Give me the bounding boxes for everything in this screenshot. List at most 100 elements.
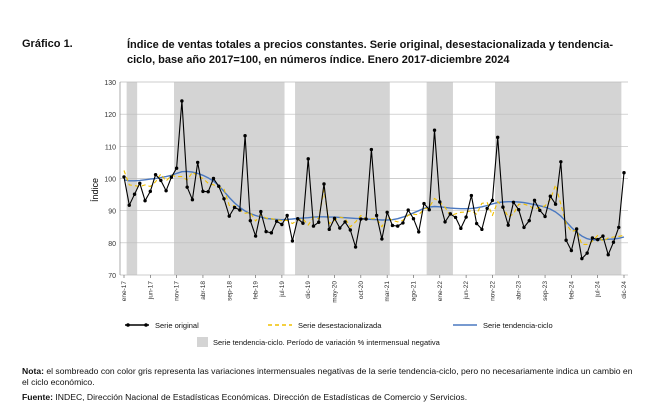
figure-label: Gráfico 1. — [22, 38, 73, 50]
x-tick-label-4: sep-18 — [226, 281, 233, 301]
legend-shade-swatch — [197, 337, 208, 347]
legend-label-1: Serie desestacionalizada — [298, 321, 382, 330]
series-point-19 — [222, 197, 226, 201]
series-point-22 — [238, 208, 242, 212]
series-point-57 — [422, 201, 426, 206]
series-point-58 — [427, 208, 431, 212]
figure-title: Índice de ventas totales a precios const… — [127, 39, 614, 66]
series-point-12 — [185, 185, 189, 189]
series-point-61 — [443, 220, 447, 224]
series-point-84 — [564, 238, 568, 242]
series-point-3 — [138, 181, 142, 186]
x-tick-label-0: ene-17 — [121, 281, 128, 302]
series-point-60 — [438, 200, 442, 204]
series-point-40 — [332, 216, 337, 221]
series-point-47 — [369, 147, 374, 152]
series-point-16 — [206, 189, 210, 194]
x-axis: ene-17 jun-17 nov-17 abr-18 sep-18 feb-19 jul-… — [121, 275, 628, 303]
series-point-36 — [311, 224, 316, 228]
series-point-93 — [611, 240, 616, 244]
series-point-73 — [506, 223, 510, 227]
series-point-51 — [390, 223, 395, 228]
series-point-28 — [269, 231, 274, 235]
y-tick-label-70: 70 — [108, 273, 116, 280]
series-point-11 — [180, 99, 184, 103]
y-axis-label: Índice — [90, 178, 100, 202]
series-point-56 — [417, 230, 421, 234]
series-point-65 — [464, 215, 468, 219]
series-point-78 — [532, 198, 537, 203]
source-label: Fuente: — [22, 392, 54, 402]
x-tick-label-14: nov-22 — [489, 281, 496, 301]
legend-shade-label: Serie tendencia-ciclo. Período de variac… — [213, 338, 441, 347]
y-tick-label-120: 120 — [104, 112, 116, 119]
x-tick-label-7: dic-19 — [305, 281, 312, 299]
series-point-95 — [622, 171, 626, 175]
x-tick-label-19: dic-24 — [621, 281, 628, 299]
x-tick-label-15: abr-23 — [516, 281, 523, 300]
series-point-33 — [295, 217, 300, 221]
series-point-86 — [574, 227, 579, 231]
series-point-20 — [227, 214, 231, 218]
x-tick-label-9: oct-20 — [358, 281, 365, 299]
series-point-43 — [348, 228, 353, 232]
series-point-91 — [601, 234, 605, 238]
series-point-39 — [327, 227, 331, 232]
series-point-75 — [517, 208, 521, 212]
series-point-46 — [364, 217, 368, 221]
legend-marker-start — [126, 323, 130, 327]
note-text: el sombreado con color gris representa l… — [22, 366, 633, 387]
legend-label-0: Serie original — [155, 321, 199, 330]
series-point-25 — [253, 234, 258, 238]
series-point-7 — [159, 178, 163, 183]
series-point-66 — [469, 193, 474, 198]
series-point-6 — [153, 172, 158, 177]
series-point-69 — [485, 206, 489, 211]
series-point-34 — [301, 221, 305, 225]
series-point-31 — [285, 213, 289, 218]
series-point-67 — [474, 221, 479, 226]
series-point-1 — [127, 203, 131, 207]
series-point-90 — [595, 237, 600, 242]
x-tick-label-16: sep-23 — [542, 281, 549, 301]
series-point-42 — [343, 220, 347, 224]
series-point-81 — [548, 194, 553, 198]
series-point-18 — [217, 184, 221, 188]
series-point-49 — [380, 237, 384, 241]
series-point-38 — [322, 182, 326, 186]
series-markers — [122, 99, 626, 261]
series-point-62 — [448, 212, 453, 216]
series-point-45 — [359, 217, 363, 221]
series-point-24 — [248, 218, 253, 223]
x-tick-label-3: abr-18 — [200, 281, 207, 300]
series-point-63 — [453, 215, 458, 220]
series-point-54 — [406, 208, 410, 212]
x-tick-label-13: jun-22 — [463, 281, 470, 300]
series-line-1 — [123, 170, 625, 245]
series-point-87 — [580, 256, 584, 261]
series-point-68 — [480, 227, 484, 232]
x-tick-label-10: mar-21 — [384, 281, 391, 302]
series-point-14 — [195, 160, 200, 165]
series-point-83 — [559, 160, 563, 164]
series-point-41 — [338, 226, 342, 230]
x-tick-label-12: ene-22 — [437, 281, 444, 302]
series-point-0 — [122, 175, 126, 179]
series-point-8 — [164, 189, 168, 193]
series-point-52 — [395, 224, 400, 228]
series-point-27 — [264, 229, 268, 234]
x-tick-label-8: may-20 — [332, 281, 339, 303]
series-point-82 — [553, 202, 558, 206]
legend-marker-end — [144, 323, 148, 327]
y-tick-label-100: 100 — [104, 177, 116, 184]
series-point-85 — [569, 248, 574, 253]
series-point-23 — [243, 134, 247, 138]
series-point-74 — [511, 200, 516, 205]
series-point-13 — [190, 198, 195, 202]
series-point-79 — [538, 208, 542, 213]
x-tick-label-17: feb-24 — [568, 281, 575, 300]
series-point-17 — [211, 176, 216, 181]
series-point-88 — [585, 251, 589, 255]
legend: Serie original Serie desestacionalizada Se… — [125, 321, 553, 347]
series-point-29 — [274, 219, 279, 223]
